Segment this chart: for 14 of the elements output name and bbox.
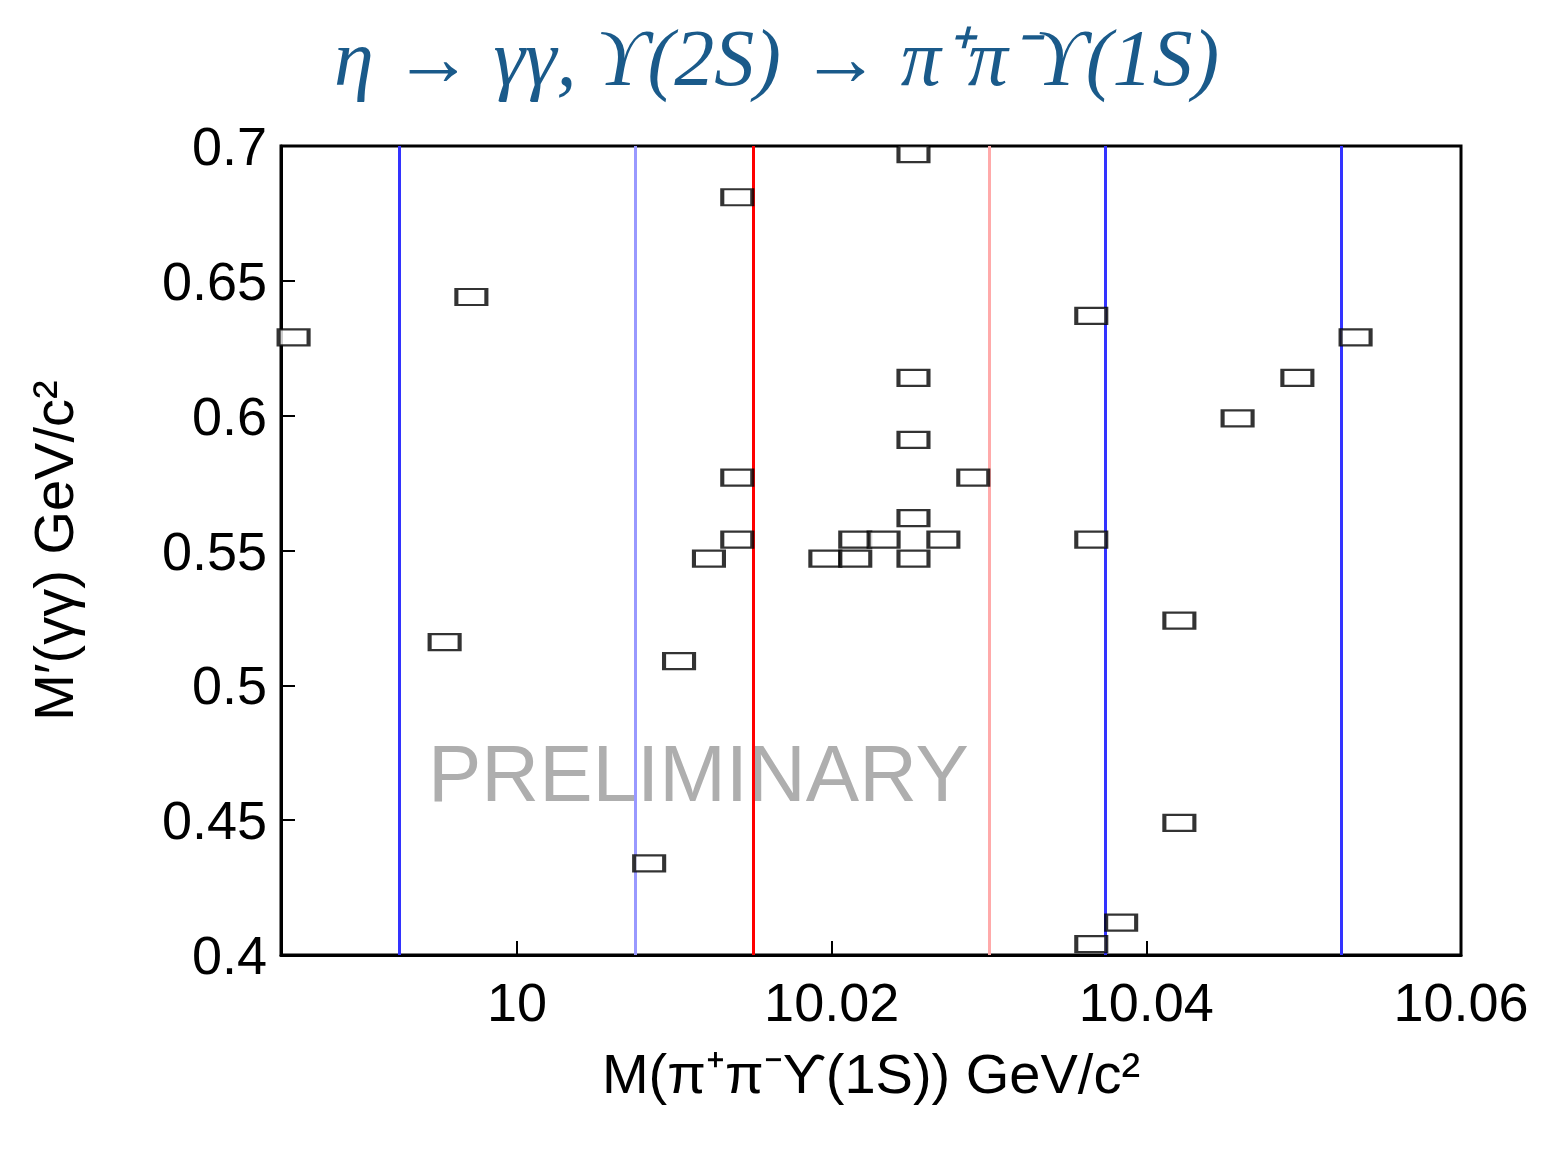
x-tick-label: 10.02 — [764, 972, 900, 1032]
y-tick-label: 0.4 — [191, 925, 267, 985]
y-tick-label: 0.45 — [161, 790, 267, 851]
y-tick-label: 0.65 — [161, 250, 267, 311]
x-axis-title: M(π⁺π⁻ϒ(1S)) GeV/c² — [601, 1041, 1141, 1105]
y-tick-label: 0.5 — [191, 655, 267, 716]
chart-title: η → γγ, ϒ(2S) → π⁺π⁻ϒ(1S) — [333, 14, 1220, 103]
y-axis-title: M′(γγ) GeV/c² — [21, 380, 85, 721]
x-tick-label: 10 — [486, 972, 548, 1032]
y-tick-label: 0.7 — [191, 116, 267, 176]
y-tick-label: 0.6 — [191, 385, 267, 446]
y-tick-label: 0.55 — [161, 520, 267, 581]
x-tick-label: 10.06 — [1393, 972, 1529, 1032]
x-tick-label: 10.04 — [1078, 972, 1214, 1032]
